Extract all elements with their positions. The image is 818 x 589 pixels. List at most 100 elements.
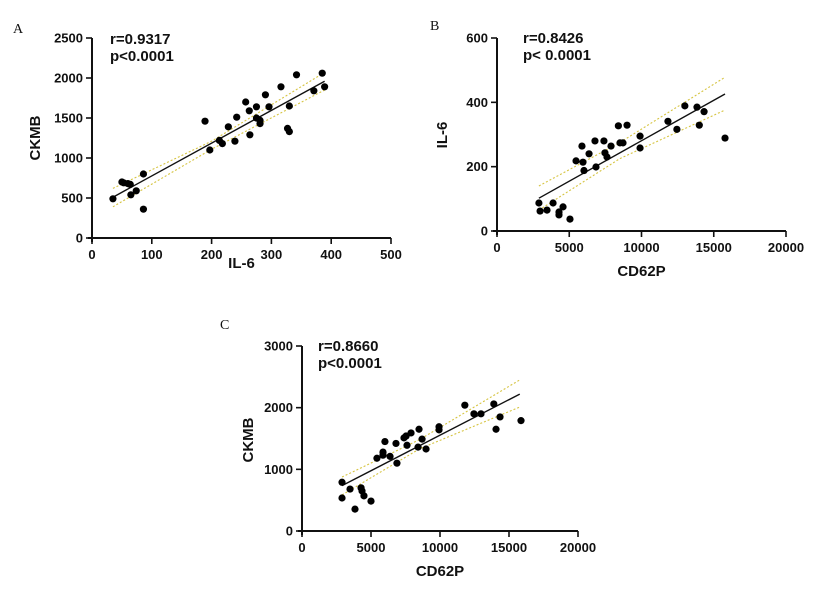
data-point [277,83,285,91]
data-point [139,170,148,178]
y-axis-title: IL-6 [434,122,451,149]
data-point [496,413,504,421]
ci-upper-line [538,76,726,187]
data-point [681,102,689,110]
y-tick-label: 500 [61,191,83,206]
x-tick-label: 10000 [422,540,458,555]
data-point [664,117,672,125]
data-point [338,478,346,486]
data-point [700,108,708,116]
data-point [218,140,226,148]
data-point [224,123,232,131]
data-point [600,137,608,145]
data-point [693,103,701,111]
x-tick-label: 300 [261,247,283,262]
data-point [245,107,253,115]
data-point [127,191,135,199]
ci-lower-line [341,406,520,496]
x-tick-label: 500 [380,247,402,262]
data-point [623,121,631,129]
x-tick-label: 200 [201,247,223,262]
y-axis-title: CKMB [27,115,44,160]
y-tick-label: 2000 [264,400,293,415]
data-point [346,485,354,493]
data-point [422,445,430,453]
data-point [310,87,318,95]
data-point [338,494,346,502]
data-point [636,132,644,140]
chart-panel-a: A 0 500 1000 1500 2000 2500 0 100 200 300 400 500 IL-… [13,22,402,272]
data-point [126,180,134,188]
data-point [578,142,586,150]
data-point [242,98,250,106]
data-point [381,437,389,446]
data-point [418,435,426,443]
data-point [233,113,241,121]
x-tick-label: 100 [141,247,163,262]
data-point [403,441,411,449]
panel-label: B [430,19,439,34]
panel-label: A [13,22,24,37]
data-point [607,142,615,150]
y-tick-label: 3000 [264,339,293,354]
data-point [592,163,600,171]
x-tick-label: 20000 [560,540,596,555]
data-point [206,146,214,154]
data-point [566,215,574,223]
data-point [139,205,148,213]
data-point [265,103,273,111]
y-tick-label: 0 [481,224,488,239]
x-tick-label: 0 [493,240,500,255]
y-tick-label: 2500 [54,31,83,46]
data-point [580,166,588,175]
data-point [373,454,381,462]
regression-line [341,393,521,487]
data-point [367,497,375,505]
data-point [393,459,401,467]
ci-lower-line [538,109,726,211]
data-point [591,137,599,145]
y-tick-label: 0 [76,231,83,246]
chart-panel-b: B 0 200 400 600 0 5000 10000 15000 20000 CD62P IL-6… [430,19,804,280]
data-point [603,153,611,161]
data-point [379,451,387,459]
chart-panel-c: C 0 1000 2000 3000 0 5000 10000 15000 20000 CD62P C… [220,318,596,580]
data-point [636,144,644,152]
data-point [470,410,478,418]
data-point [695,121,703,129]
x-axis-title: IL-6 [228,255,255,272]
data-point [386,452,394,460]
data-point [351,505,359,513]
x-tick-label: 20000 [768,240,804,255]
y-axis-title: CKMB [240,417,257,462]
data-point [490,400,498,408]
data-point [256,120,264,128]
y-tick-label: 1000 [54,151,83,166]
data-point [292,71,301,79]
x-tick-label: 15000 [491,540,527,555]
p-value-label: p<0.0001 [318,355,382,372]
y-tick-label: 2000 [54,71,83,86]
x-axis-title: CD62P [416,563,464,580]
data-point [285,128,293,136]
p-value-label: p<0.0001 [110,48,174,65]
data-point [246,131,254,139]
data-point [321,83,329,91]
data-point [559,203,567,211]
x-tick-label: 400 [320,247,342,262]
x-tick-label: 10000 [623,240,659,255]
x-tick-label: 5000 [357,540,386,555]
data-point [536,207,544,215]
y-tick-label: 0 [286,524,293,539]
data-point [285,102,293,110]
data-point [252,103,261,111]
data-point [132,187,140,195]
data-point [318,69,326,77]
data-point [261,91,270,99]
correlation-r-label: r=0.9317 [110,31,170,48]
data-point [109,195,117,203]
data-point [673,125,681,133]
panel-label: C [220,318,229,333]
data-point [415,425,423,433]
data-point [579,158,587,166]
